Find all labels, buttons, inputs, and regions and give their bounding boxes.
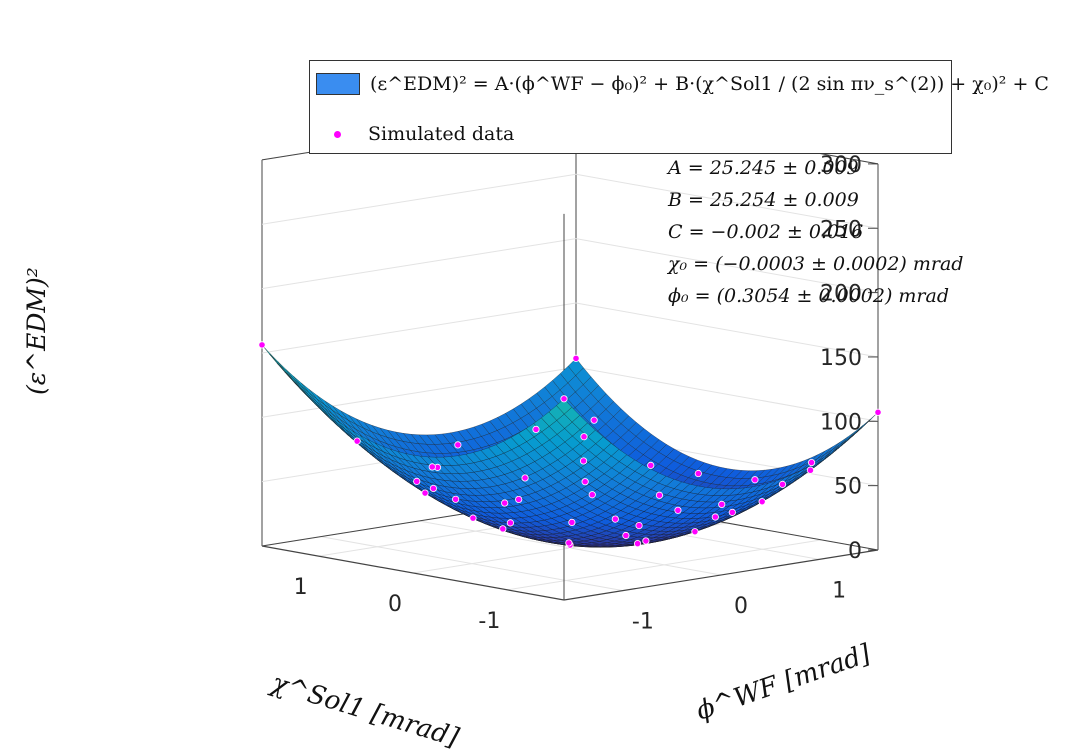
- data-point: [778, 480, 787, 488]
- data-point: [874, 408, 882, 416]
- data-point: [532, 425, 540, 433]
- surface-cell: [277, 361, 294, 379]
- data-point: [521, 474, 529, 482]
- z-axis-label: (ε^EDM)²: [22, 267, 51, 395]
- data-point: [655, 491, 664, 499]
- surface-swatch-icon: [316, 73, 360, 95]
- data-point: [611, 515, 619, 523]
- surface-cell: [832, 436, 848, 450]
- data-point: [429, 484, 437, 493]
- data-point: [258, 341, 266, 349]
- legend-entry-surface: (ε^EDM)² = A·(ϕ^WF − ϕ₀)² + B·(χ^Sol1 / …: [316, 73, 1049, 95]
- x-tick-label: 1: [294, 575, 308, 600]
- data-point: [580, 433, 588, 441]
- legend: (ε^EDM)² = A·(ϕ^WF − ϕ₀)² + B·(χ^Sol1 / …: [309, 60, 1049, 154]
- y-tick-label: 1: [832, 578, 846, 603]
- data-point: [622, 531, 630, 540]
- data-point: [506, 519, 514, 527]
- data-point: [711, 513, 719, 521]
- fit-param-phi0: ϕ₀ = (0.3054 ± 0.0002) mrad: [668, 285, 949, 307]
- data-point: [469, 514, 477, 522]
- data-point: [635, 521, 643, 530]
- data-point: [588, 491, 596, 499]
- data-point: [590, 416, 598, 424]
- data-point: [572, 354, 580, 362]
- data-point: [560, 395, 568, 403]
- z-tick-label: 0: [848, 539, 862, 564]
- surface: [261, 344, 879, 548]
- fit-param-b: B = 25.254 ± 0.009: [668, 189, 859, 211]
- y-tick-label: -1: [632, 610, 654, 635]
- data-point: [691, 528, 699, 536]
- y-tick-label: 0: [734, 594, 748, 619]
- data-point: [454, 441, 462, 449]
- marker-icon: [316, 130, 358, 138]
- data-point: [421, 489, 429, 497]
- legend-entry-data: Simulated data: [316, 123, 514, 145]
- data-point: [452, 495, 460, 503]
- data-point: [568, 518, 576, 527]
- data-point: [694, 469, 702, 478]
- z-tick-label: 300: [820, 153, 862, 178]
- data-point: [647, 461, 655, 469]
- surface-cell: [285, 368, 302, 386]
- x-tick-label: -1: [478, 609, 500, 634]
- data-point: [728, 508, 736, 516]
- data-point: [807, 458, 816, 467]
- fit-param-chi0: χ₀ = (−0.0003 ± 0.0002) mrad: [668, 253, 964, 275]
- data-point: [642, 537, 650, 545]
- x-axis-label: χ^Sol1 [mrad]: [266, 667, 463, 751]
- fit-param-c: C = −0.002 ± 0.016: [668, 221, 864, 243]
- data-point: [718, 500, 726, 509]
- data-point: [413, 477, 421, 485]
- legend-label-surface: (ε^EDM)² = A·(ϕ^WF − ϕ₀)² + B·(χ^Sol1 / …: [370, 73, 1049, 95]
- fit-param-a: A = 25.245 ± 0.009: [668, 157, 859, 179]
- data-point: [428, 463, 436, 471]
- data-point: [499, 525, 507, 533]
- data-point: [579, 457, 588, 465]
- z-tick-label: 200: [820, 282, 862, 307]
- data-point: [751, 476, 759, 484]
- z-tick-label: 100: [820, 410, 862, 435]
- data-point: [674, 506, 682, 514]
- z-tick-label: 150: [820, 346, 862, 371]
- x-tick-label: 0: [388, 592, 402, 617]
- data-point: [353, 437, 361, 445]
- data-point: [581, 478, 589, 486]
- data-point: [806, 466, 815, 474]
- y-axis-label: ϕ^WF [mrad]: [693, 639, 876, 727]
- legend-label-data: Simulated data: [368, 123, 515, 145]
- z-tick-label: 250: [820, 217, 862, 242]
- z-tick-label: 50: [834, 475, 862, 500]
- surface-cell: [556, 398, 573, 415]
- data-point: [515, 495, 523, 504]
- simulated-data-points: [258, 341, 882, 549]
- data-point: [633, 539, 642, 548]
- data-point: [565, 539, 573, 547]
- surface-cell: [292, 378, 309, 395]
- data-point: [758, 498, 766, 506]
- data-point: [501, 499, 509, 507]
